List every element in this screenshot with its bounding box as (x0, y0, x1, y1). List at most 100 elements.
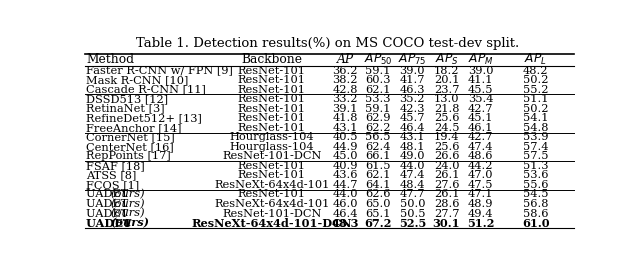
Text: Table 1. Detection results(%) on MS COCO test-dev split.: Table 1. Detection results(%) on MS COCO… (136, 37, 520, 51)
Text: 38.2: 38.2 (332, 75, 358, 85)
Text: 45.7: 45.7 (399, 113, 425, 123)
Text: 47.7: 47.7 (399, 189, 425, 199)
Text: 66.1: 66.1 (365, 151, 391, 161)
Text: 62.4: 62.4 (365, 142, 391, 152)
Text: 47.4: 47.4 (399, 170, 425, 180)
Text: 47.0: 47.0 (468, 170, 493, 180)
Text: UADET: UADET (86, 208, 132, 218)
Text: 50.0: 50.0 (399, 199, 425, 209)
Text: 59.1: 59.1 (365, 104, 391, 114)
Text: 50.5: 50.5 (399, 208, 425, 218)
Text: 24.5: 24.5 (434, 123, 460, 133)
Text: 47.5: 47.5 (468, 180, 493, 190)
Text: 50.2: 50.2 (523, 104, 548, 114)
Text: ResNet-101: ResNet-101 (238, 170, 306, 180)
Text: 42.7: 42.7 (468, 132, 493, 142)
Text: ResNeXt-64x4d-101: ResNeXt-64x4d-101 (214, 180, 330, 190)
Text: 54.5: 54.5 (523, 189, 548, 199)
Text: 43.6: 43.6 (332, 170, 358, 180)
Text: 30.1: 30.1 (433, 218, 460, 229)
Text: 39.0: 39.0 (399, 66, 425, 76)
Text: 42.8: 42.8 (332, 85, 358, 95)
Text: DSSD513 [12]: DSSD513 [12] (86, 94, 168, 104)
Text: 39.0: 39.0 (468, 66, 493, 76)
Text: RepPoints [17]: RepPoints [17] (86, 151, 171, 161)
Text: 67.2: 67.2 (364, 218, 392, 229)
Text: 65.1: 65.1 (365, 208, 391, 218)
Text: ResNet-101: ResNet-101 (238, 94, 306, 104)
Text: 61.5: 61.5 (365, 161, 391, 171)
Text: 46.0: 46.0 (332, 199, 358, 209)
Text: 60.3: 60.3 (365, 75, 391, 85)
Text: FSAF [18]: FSAF [18] (86, 161, 145, 171)
Text: 62.1: 62.1 (365, 85, 391, 95)
Text: (ours): (ours) (110, 218, 149, 229)
Text: 48.3: 48.3 (332, 218, 359, 229)
Text: 54.8: 54.8 (523, 123, 548, 133)
Text: 53.6: 53.6 (523, 170, 548, 180)
Text: 43.1: 43.1 (399, 132, 425, 142)
Text: 56.5: 56.5 (365, 132, 391, 142)
Text: CenterNet [16]: CenterNet [16] (86, 142, 174, 152)
Text: ResNet-101: ResNet-101 (238, 75, 306, 85)
Text: 40.9: 40.9 (332, 161, 358, 171)
Text: ATSS [8]: ATSS [8] (86, 170, 137, 180)
Text: Method: Method (86, 54, 134, 66)
Text: 20.1: 20.1 (434, 75, 460, 85)
Text: 35.2: 35.2 (399, 94, 425, 104)
Text: 27.6: 27.6 (434, 180, 460, 190)
Text: 47.1: 47.1 (468, 189, 493, 199)
Text: 18.2: 18.2 (434, 66, 460, 76)
Text: 27.7: 27.7 (434, 208, 460, 218)
Text: ResNet-101-DCN: ResNet-101-DCN (222, 208, 321, 218)
Text: 49.0: 49.0 (399, 151, 425, 161)
Text: 36.2: 36.2 (332, 66, 358, 76)
Text: 44.9: 44.9 (332, 142, 358, 152)
Text: 57.5: 57.5 (523, 151, 548, 161)
Text: 62.2: 62.2 (365, 123, 391, 133)
Text: 21.8: 21.8 (434, 104, 460, 114)
Text: 52.5: 52.5 (399, 218, 426, 229)
Text: 35.4: 35.4 (468, 94, 493, 104)
Text: 19.4: 19.4 (434, 132, 460, 142)
Text: 13.0: 13.0 (434, 94, 460, 104)
Text: Mask R-CNN [10]: Mask R-CNN [10] (86, 75, 189, 85)
Text: 58.6: 58.6 (523, 208, 548, 218)
Text: 51.3: 51.3 (523, 161, 548, 171)
Text: 25.6: 25.6 (434, 113, 460, 123)
Text: 53.3: 53.3 (365, 94, 391, 104)
Text: 45.1: 45.1 (468, 113, 493, 123)
Text: UADET: UADET (86, 218, 136, 229)
Text: 41.8: 41.8 (332, 113, 358, 123)
Text: FCOS [1]: FCOS [1] (86, 180, 140, 190)
Text: $AP_M$: $AP_M$ (468, 52, 493, 68)
Text: ResNet-101: ResNet-101 (238, 85, 306, 95)
Text: 44.7: 44.7 (332, 180, 358, 190)
Text: 46.4: 46.4 (399, 123, 425, 133)
Text: 47.4: 47.4 (468, 142, 493, 152)
Text: 25.6: 25.6 (434, 142, 460, 152)
Text: 59.1: 59.1 (365, 66, 391, 76)
Text: 41.7: 41.7 (399, 75, 425, 85)
Text: 48.1: 48.1 (399, 142, 425, 152)
Text: Cascade R-CNN [11]: Cascade R-CNN [11] (86, 85, 206, 95)
Text: 48.2: 48.2 (523, 66, 548, 76)
Text: 33.2: 33.2 (332, 94, 358, 104)
Text: $AP_L$: $AP_L$ (524, 52, 547, 68)
Text: 28.6: 28.6 (434, 199, 460, 209)
Text: 49.4: 49.4 (468, 208, 493, 218)
Text: 55.2: 55.2 (523, 85, 548, 95)
Text: 45.0: 45.0 (332, 151, 358, 161)
Text: Backbone: Backbone (241, 54, 302, 66)
Text: 46.4: 46.4 (332, 208, 358, 218)
Text: 48.4: 48.4 (399, 180, 425, 190)
Text: 26.6: 26.6 (434, 151, 460, 161)
Text: 62.6: 62.6 (365, 189, 391, 199)
Text: UADET: UADET (86, 189, 132, 199)
Text: Hourglass-104: Hourglass-104 (230, 132, 314, 142)
Text: AP: AP (337, 54, 354, 66)
Text: ResNet-101: ResNet-101 (238, 123, 306, 133)
Text: 48.9: 48.9 (468, 199, 493, 209)
Text: 26.1: 26.1 (434, 189, 460, 199)
Text: ResNet-101: ResNet-101 (238, 104, 306, 114)
